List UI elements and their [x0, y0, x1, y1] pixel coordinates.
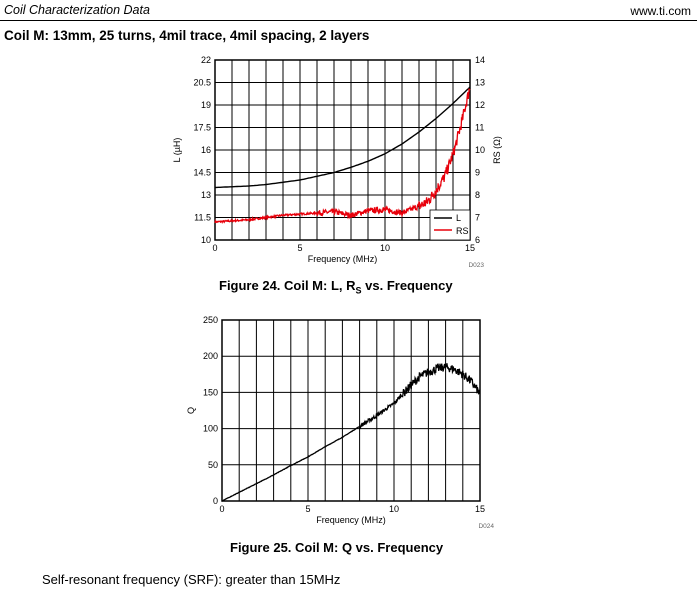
y-tick-label: 0	[213, 496, 218, 506]
y-tick-label: 250	[203, 315, 218, 325]
legend-box	[429, 209, 471, 241]
y-tick-label: 150	[203, 387, 218, 397]
y-tick-label: 200	[203, 351, 218, 361]
figure-24-caption: Figure 24. Coil M: L, RS vs. Frequency	[219, 278, 453, 296]
figure-25-caption: Figure 25. Coil M: Q vs. Frequency	[230, 540, 444, 555]
series-q-line	[221, 363, 481, 502]
x-tick-label: 15	[475, 504, 485, 514]
y-tick-label: 22	[201, 55, 211, 65]
x-tick-label: 10	[389, 504, 399, 514]
y-tick-label: 10	[201, 235, 211, 245]
header-section-label: Coil Characterization Data	[4, 3, 150, 17]
y2-tick-label: 8	[475, 190, 480, 200]
figure-24-caption-sub: S	[355, 285, 362, 296]
srf-note: Self-resonant frequency (SRF): greater t…	[42, 572, 341, 587]
figure-24-caption-suffix: vs. Frequency	[361, 278, 453, 293]
y-axis-label: L (µH)	[172, 138, 182, 163]
series-l-line	[214, 86, 471, 189]
y2-tick-label: 12	[475, 100, 485, 110]
x-tick-label: 0	[212, 243, 217, 253]
series-rs-line	[214, 88, 471, 225]
header-site-link[interactable]: www.ti.com	[630, 4, 691, 18]
header-divider	[0, 20, 697, 21]
x-axis-label: Frequency (MHz)	[316, 515, 386, 525]
y-tick-label: 17.5	[193, 123, 211, 133]
x-tick-label: 0	[219, 504, 224, 514]
y-tick-label: 14.5	[193, 168, 211, 178]
y2-tick-label: 14	[475, 55, 485, 65]
y-tick-label: 19	[201, 100, 211, 110]
y-tick-label: 13	[201, 190, 211, 200]
y-tick-label: 11.5	[194, 213, 211, 223]
x-axis-label: Frequency (MHz)	[308, 254, 378, 264]
y-axis-label: Q	[186, 407, 196, 414]
y2-axis-label: RS (Ω)	[492, 136, 502, 164]
x-tick-label: 15	[465, 243, 475, 253]
x-tick-label: 5	[297, 243, 302, 253]
figure-24-caption-prefix: Figure 24. Coil M: L, R	[219, 278, 356, 293]
plot-frame	[221, 319, 481, 502]
figure-code: D023	[468, 262, 484, 269]
plot-frame	[214, 59, 471, 241]
section-title: Coil M: 13mm, 25 turns, 4mil trace, 4mil…	[4, 28, 370, 43]
y-tick-label: 16	[201, 145, 211, 155]
legend-label-l: L	[456, 213, 461, 223]
x-tick-label: 5	[305, 504, 310, 514]
x-tick-label: 10	[380, 243, 390, 253]
y2-tick-label: 7	[475, 213, 480, 223]
figure-code: D024	[478, 523, 494, 530]
y-tick-label: 100	[203, 424, 218, 434]
y2-tick-label: 10	[475, 145, 485, 155]
y-tick-label: 20.5	[193, 78, 211, 88]
legend-label-rs: RS	[456, 226, 469, 236]
y2-tick-label: 11	[475, 123, 484, 133]
y2-tick-label: 9	[475, 168, 480, 178]
y-tick-label: 50	[208, 460, 218, 470]
y2-tick-label: 13	[475, 78, 485, 88]
y2-tick-label: 6	[475, 235, 480, 245]
